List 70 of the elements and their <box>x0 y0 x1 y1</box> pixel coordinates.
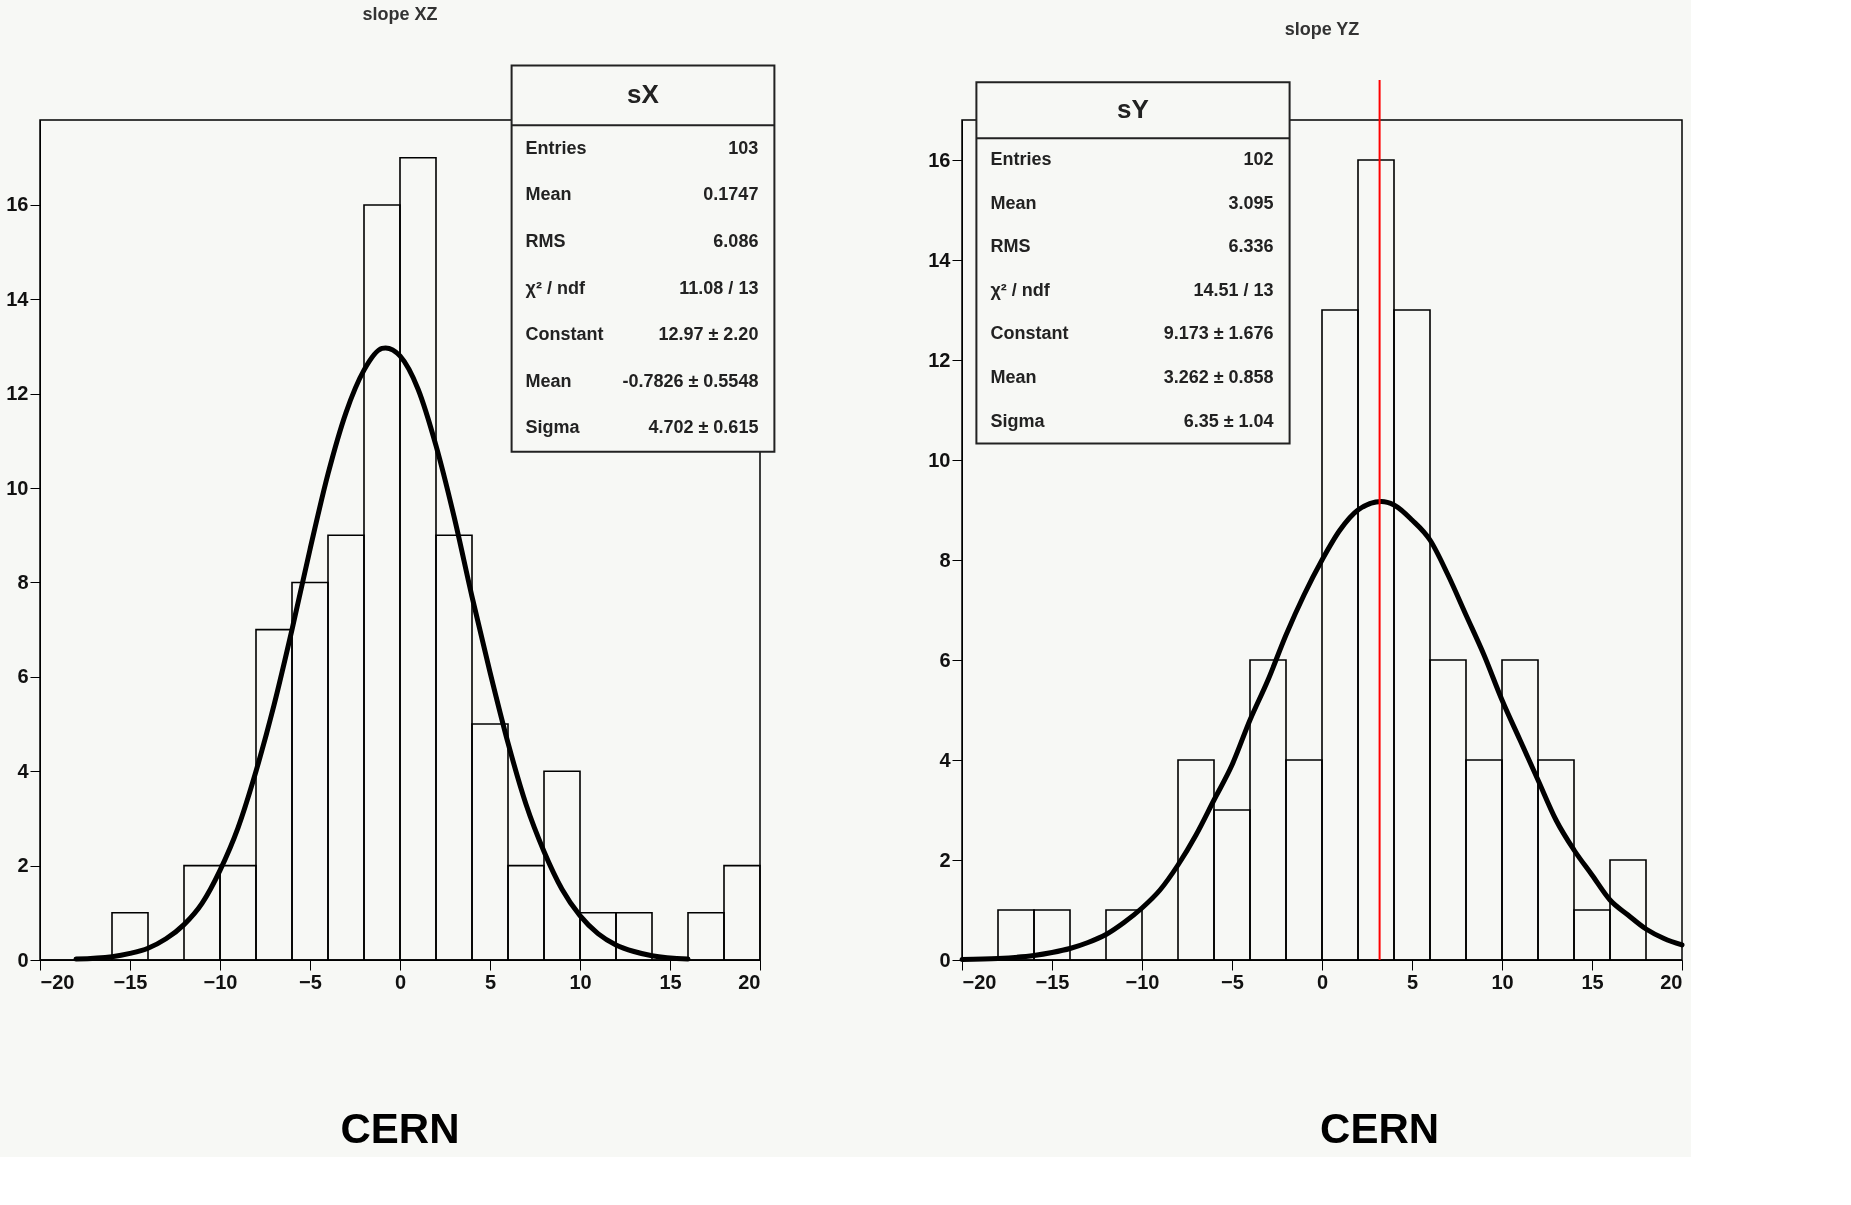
text: CERN <box>340 1105 460 1152</box>
y-tick-label: 8 <box>17 570 29 593</box>
annotation: χ² / ndf <box>990 279 1051 300</box>
y-tick-label: 6 <box>17 665 29 688</box>
annotation: Mean <box>990 367 1037 387</box>
x-tick-label: 20 <box>738 970 761 993</box>
y-tick-label: 2 <box>939 848 951 871</box>
annotation: Sigma <box>525 417 581 438</box>
annotation: 6.35 ± 1.04 <box>1183 410 1274 431</box>
x-tick-label: −15 <box>113 970 148 993</box>
annotation: 11.08 / 13 <box>679 277 759 298</box>
x-tick-label: −10 <box>1125 970 1160 993</box>
x-tick-label: 10 <box>569 970 592 993</box>
annotation: Constant <box>990 323 1069 344</box>
annotation: 12.97 ± 2.20 <box>658 324 759 345</box>
annotation: 102 <box>1243 148 1274 169</box>
annotation: Constant <box>525 324 604 345</box>
y-tick-label: 12 <box>928 348 951 371</box>
y-tick-label: 16 <box>6 193 29 216</box>
annotation: Mean <box>525 184 572 205</box>
annotation: RMS <box>525 230 566 251</box>
y-tick-label: 12 <box>6 382 29 405</box>
y-tick-label: 16 <box>928 148 951 171</box>
y-tick-label: 14 <box>928 248 952 271</box>
annotation: 6.086 <box>713 230 759 251</box>
y-tick-label: 10 <box>928 448 951 471</box>
x-tick-label: 15 <box>659 970 682 993</box>
annotation: 3.262 ± 0.858 <box>1163 367 1274 387</box>
annotation: 9.173 ± 1.676 <box>1163 323 1274 344</box>
annotation: Entries <box>990 148 1052 169</box>
x-tick-label: 15 <box>1581 970 1604 993</box>
y-tick-label: 8 <box>939 548 951 571</box>
text: sX <box>627 79 660 110</box>
annotation: 14.51 / 13 <box>1193 279 1274 300</box>
x-tick-label: −20 <box>962 970 997 993</box>
annotation: 6.336 <box>1228 236 1274 257</box>
y-tick-label: 14 <box>6 287 30 310</box>
y-tick-label: 4 <box>939 748 952 771</box>
y-tick-label: 0 <box>939 948 951 971</box>
x-tick-label: −15 <box>1035 970 1070 993</box>
annotation: 3.095 <box>1228 192 1274 213</box>
x-tick-label: 0 <box>394 970 407 993</box>
chart-title: slope YZ <box>1284 19 1360 39</box>
y-tick-label: 10 <box>6 476 29 499</box>
y-tick-label: 2 <box>17 854 29 877</box>
chart-title: slope XZ <box>362 4 438 25</box>
x-tick-label: 5 <box>1406 970 1419 993</box>
x-tick-label: 10 <box>1491 970 1514 993</box>
x-tick-label: −5 <box>1221 970 1244 993</box>
annotation: -0.7826 ± 0.5548 <box>622 370 759 391</box>
annotation: Mean <box>525 370 572 391</box>
annotation: Mean <box>990 192 1037 213</box>
annotation: 103 <box>728 137 759 158</box>
x-tick-label: 5 <box>484 970 497 993</box>
annotation: 4.702 ± 0.615 <box>648 417 759 438</box>
text: CERN <box>1320 1105 1440 1152</box>
y-tick-label: 6 <box>939 648 951 671</box>
annotation: sY <box>1117 94 1149 125</box>
y-tick-label: 4 <box>17 759 30 782</box>
annotation: RMS <box>990 236 1031 257</box>
x-tick-label: −10 <box>203 970 238 993</box>
x-tick-label: −5 <box>299 970 322 993</box>
annotation: χ² / ndf <box>525 277 586 298</box>
x-tick-label: −20 <box>40 970 75 993</box>
y-tick-label: 0 <box>17 948 29 971</box>
x-tick-label: 0 <box>1316 970 1329 993</box>
x-tick-label: 20 <box>1660 970 1683 993</box>
annotation: Sigma <box>990 410 1046 431</box>
annotation: Entries <box>525 137 587 158</box>
annotation: 0.1747 <box>703 184 759 205</box>
